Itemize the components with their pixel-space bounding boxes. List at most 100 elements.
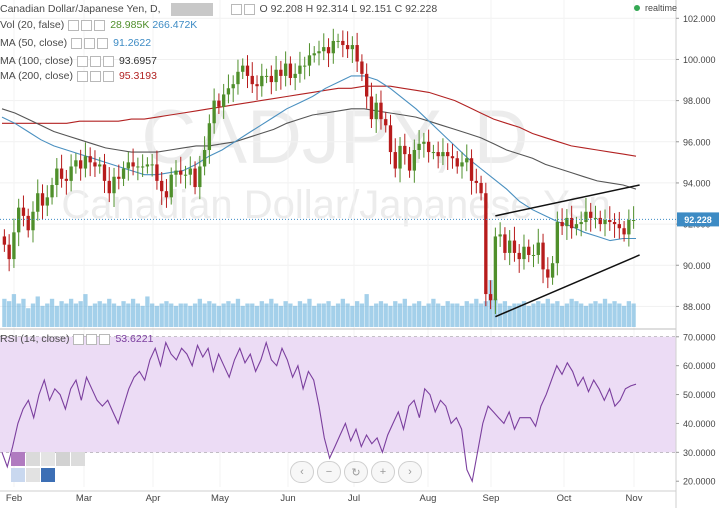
candle-body xyxy=(546,269,550,278)
volume-bar xyxy=(68,298,74,327)
volume-bar xyxy=(49,298,55,327)
volume-bar xyxy=(545,298,550,327)
candle-body xyxy=(522,246,526,260)
volume-bar xyxy=(226,301,231,327)
candle-body xyxy=(508,240,512,253)
swatch-blue[interactable] xyxy=(41,468,55,482)
candle-body xyxy=(150,164,154,166)
candle-body xyxy=(17,207,21,233)
swatch-pink[interactable] xyxy=(11,452,25,466)
volume-bar xyxy=(407,305,412,327)
candle-body xyxy=(74,160,78,167)
time-tick-label: Feb xyxy=(6,493,22,504)
volume-bar xyxy=(388,305,393,327)
volume-bar xyxy=(588,303,593,327)
price-tick-label: 94.000 xyxy=(683,178,711,188)
candle-body xyxy=(21,207,26,216)
candle-body xyxy=(107,180,111,194)
rsi-tick-label: 50.0000 xyxy=(683,390,716,400)
volume-bar xyxy=(30,303,36,327)
volume-bar xyxy=(431,298,436,327)
volume-bar xyxy=(54,305,59,327)
volume-bar xyxy=(2,298,7,327)
volume-bar xyxy=(335,303,341,327)
volume-bar xyxy=(612,301,617,327)
volume-bar xyxy=(78,301,83,327)
candle-body xyxy=(617,224,621,229)
volume-bar xyxy=(11,294,17,327)
volume-bar xyxy=(579,303,584,327)
volume-bar xyxy=(35,296,40,327)
candle-body xyxy=(145,164,150,167)
swatch-gray-5[interactable] xyxy=(26,468,40,482)
swatch-gray-2[interactable] xyxy=(41,452,55,466)
candle-body xyxy=(388,125,393,153)
volume-bar xyxy=(154,305,160,327)
candle-body xyxy=(622,228,626,235)
volume-bar xyxy=(345,303,350,327)
swatch-lightblue[interactable] xyxy=(11,468,25,482)
candle-body xyxy=(565,217,569,227)
volume-bar xyxy=(445,301,450,327)
ma100-line xyxy=(1,108,637,190)
volume-bar xyxy=(502,301,508,327)
candle-body xyxy=(531,254,536,256)
scroll-right-button[interactable]: › xyxy=(398,461,422,483)
candle-body xyxy=(484,193,488,295)
volume-bar xyxy=(455,303,460,327)
volume-bar xyxy=(459,305,465,327)
last-price-tag xyxy=(677,212,719,227)
reset-button[interactable]: ↻ xyxy=(344,461,368,483)
swatch-gray-3[interactable] xyxy=(56,452,70,466)
zoom-out-button[interactable]: − xyxy=(317,461,341,483)
candle-body xyxy=(503,234,507,253)
candle-body xyxy=(426,141,431,153)
candle-body xyxy=(212,100,216,124)
candle-body xyxy=(474,180,478,183)
swatch-gray-1[interactable] xyxy=(26,452,40,466)
candle-body xyxy=(131,162,135,167)
candle-body xyxy=(612,222,617,225)
volume-bar xyxy=(421,305,427,327)
volume-bar xyxy=(393,301,398,327)
zoom-in-button[interactable]: + xyxy=(371,461,395,483)
rsi-tick-label: 20.0000 xyxy=(683,477,716,487)
scroll-left-button[interactable]: ‹ xyxy=(290,461,314,483)
candle-body xyxy=(155,164,159,181)
volume-bar xyxy=(607,303,612,327)
candle-body xyxy=(226,88,231,95)
volume-bar xyxy=(564,303,570,327)
candle-body xyxy=(188,168,192,175)
candle-body xyxy=(250,75,254,85)
volume-bar xyxy=(302,303,307,327)
realtime-label: realtime xyxy=(645,3,678,13)
trendline-1 xyxy=(495,184,640,217)
volume-bar xyxy=(202,303,207,327)
rsi-tick-label: 40.0000 xyxy=(683,419,716,429)
candle-body xyxy=(174,170,178,175)
candle-body xyxy=(283,63,288,76)
volume-bar xyxy=(340,298,345,327)
volume-bar xyxy=(378,301,384,327)
volume-bar xyxy=(26,308,31,327)
volume-bar xyxy=(207,301,212,327)
candle-body xyxy=(121,168,126,179)
candle-body xyxy=(69,166,73,181)
volume-bar xyxy=(83,294,88,327)
volume-bar xyxy=(216,305,222,327)
candle-body xyxy=(274,69,278,83)
candle-body xyxy=(55,168,59,185)
candle-body xyxy=(374,102,378,120)
candle-body xyxy=(183,174,188,176)
volume-bar xyxy=(550,303,555,327)
candle-body xyxy=(441,152,445,157)
volume-bar xyxy=(97,301,102,327)
swatch-gray-4[interactable] xyxy=(71,452,85,466)
candle-body xyxy=(403,145,407,155)
volume-bar xyxy=(278,305,284,327)
volume-bar xyxy=(288,303,293,327)
candle-body xyxy=(498,234,502,237)
candle-body xyxy=(527,246,531,255)
